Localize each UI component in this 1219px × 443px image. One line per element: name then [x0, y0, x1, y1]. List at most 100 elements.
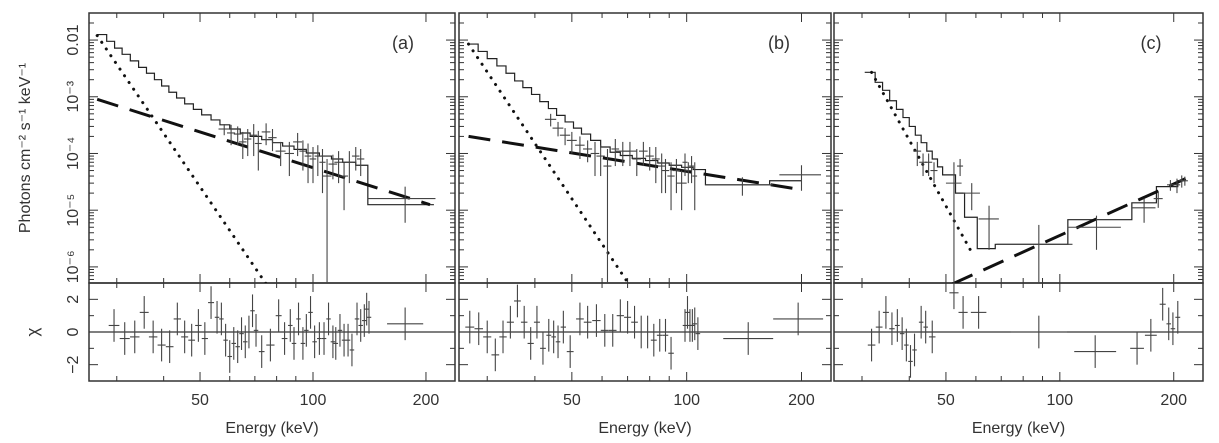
residual-point — [608, 314, 617, 347]
dashed-component-line — [951, 177, 1187, 283]
data-point — [615, 141, 630, 167]
data-point — [913, 141, 922, 167]
data-point — [945, 162, 962, 283]
residual-point — [308, 296, 313, 329]
y-tick-label: 10⁻⁵ — [65, 194, 82, 227]
data-point — [622, 141, 637, 167]
data-point — [367, 186, 436, 223]
x-tick-label: 100 — [300, 392, 327, 409]
residual-point — [928, 320, 936, 354]
residual-point — [139, 296, 149, 329]
data-point — [779, 165, 822, 191]
data-point — [667, 162, 675, 211]
data-point — [261, 123, 271, 146]
residual-point — [165, 330, 174, 364]
dashed-component-line — [96, 97, 431, 207]
data-point — [682, 153, 688, 177]
residual-point — [208, 286, 215, 319]
residual-plot — [867, 283, 1181, 378]
total-model-line — [97, 33, 434, 206]
data-point — [661, 158, 670, 194]
residual-point — [690, 309, 695, 342]
data-point — [963, 183, 980, 211]
residual-point — [337, 314, 343, 347]
residual-point — [312, 325, 317, 359]
residual-plot — [108, 286, 424, 373]
y-tick-label: 0.01 — [65, 24, 82, 55]
data-point — [651, 147, 660, 184]
panel-label: (b) — [768, 33, 790, 53]
residual-point — [773, 302, 824, 336]
data-point — [233, 126, 242, 146]
residual-point — [387, 307, 424, 341]
residual-point — [918, 305, 924, 339]
data-point — [544, 113, 557, 127]
residual-point — [875, 310, 883, 344]
data-point — [978, 205, 999, 250]
residual-point — [491, 338, 500, 372]
residual-point — [253, 314, 259, 347]
data-point — [319, 148, 326, 194]
residual-point — [908, 345, 913, 378]
residual-y-tick-label: 0 — [65, 327, 82, 336]
residual-point — [181, 320, 189, 354]
residual-point — [520, 305, 528, 339]
total-model-line — [467, 43, 802, 186]
x-tick-label: 100 — [1046, 392, 1073, 409]
total-model-line — [864, 71, 1186, 250]
data-point — [328, 154, 338, 180]
residual-point — [219, 302, 224, 336]
data-point — [645, 147, 654, 171]
residual-point — [239, 317, 244, 350]
data-point — [957, 158, 964, 177]
data-point — [996, 224, 1073, 283]
x-tick-label: 200 — [788, 392, 815, 409]
data-point — [314, 145, 321, 177]
residual-point — [899, 317, 905, 350]
data-point — [1173, 178, 1181, 194]
data-point — [552, 121, 564, 137]
spectrum-plot — [95, 33, 436, 283]
residual-point — [317, 322, 322, 355]
residual-point — [912, 333, 917, 367]
residual-point — [583, 305, 592, 339]
residual-point — [300, 327, 306, 360]
y-axis-label-chi: χ — [23, 327, 42, 336]
residual-point — [130, 320, 140, 354]
residual-point — [214, 300, 220, 334]
residual-point — [576, 302, 584, 336]
residual-point — [321, 322, 327, 355]
residual-point — [616, 299, 624, 332]
residual-point — [291, 327, 297, 360]
data-point — [583, 140, 593, 163]
data-point — [1131, 198, 1156, 223]
data-point — [919, 153, 927, 177]
residual-point — [108, 309, 120, 342]
residual-point — [201, 322, 208, 355]
residual-point — [246, 315, 252, 349]
residual-point — [600, 314, 609, 347]
data-point — [309, 147, 317, 184]
data-point — [218, 124, 230, 136]
residual-point — [173, 302, 181, 336]
data-point — [238, 131, 247, 159]
residual-point — [1175, 300, 1181, 334]
residual-point — [1170, 312, 1176, 346]
residual-point — [465, 310, 475, 344]
data-point — [284, 141, 295, 177]
residual-point — [223, 323, 228, 357]
data-point — [322, 158, 332, 283]
data-point — [692, 162, 698, 211]
dotted-component-line — [870, 70, 972, 252]
x-tick-label: 100 — [673, 392, 700, 409]
residual-point — [326, 302, 331, 336]
residual-point — [1144, 318, 1157, 352]
residual-point — [723, 322, 774, 355]
residual-point — [349, 333, 355, 367]
residual-point — [668, 336, 674, 370]
residual-point — [281, 322, 288, 355]
residual-point — [354, 302, 360, 336]
residual-point — [195, 309, 202, 342]
data-point — [227, 124, 236, 146]
